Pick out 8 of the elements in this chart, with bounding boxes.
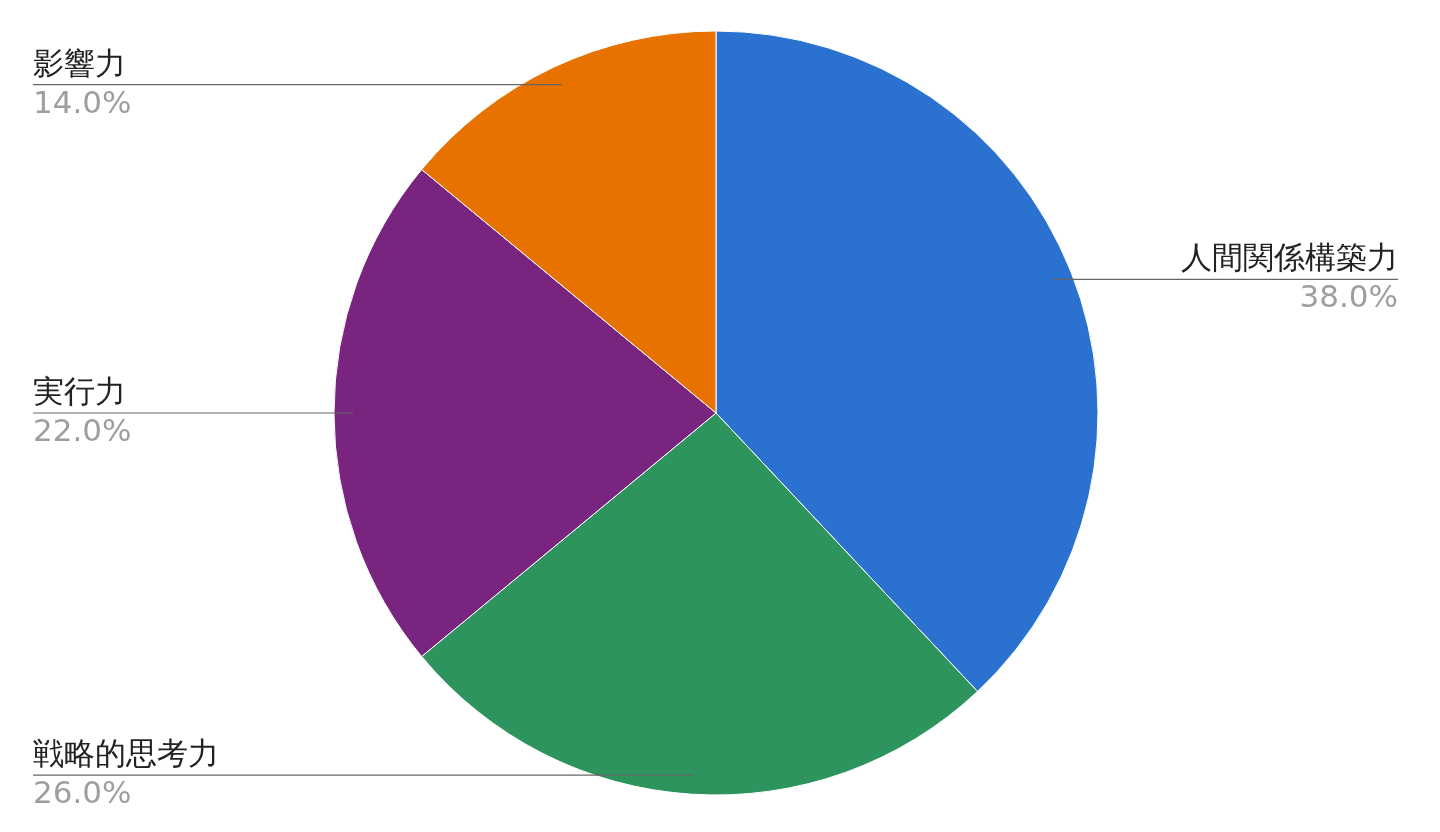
slice-label: 戦略的思考力 bbox=[33, 735, 219, 772]
data-label: 14.0% bbox=[33, 83, 132, 120]
slice-label: 実行力 bbox=[33, 373, 126, 409]
data-label: 38.0% bbox=[1299, 278, 1398, 315]
data-label: 22.0% bbox=[33, 412, 132, 448]
data-label: 26.0% bbox=[33, 774, 132, 811]
slice-label: 影響力 bbox=[33, 44, 126, 81]
slice-label: 人間関係構築力 bbox=[1181, 239, 1398, 276]
